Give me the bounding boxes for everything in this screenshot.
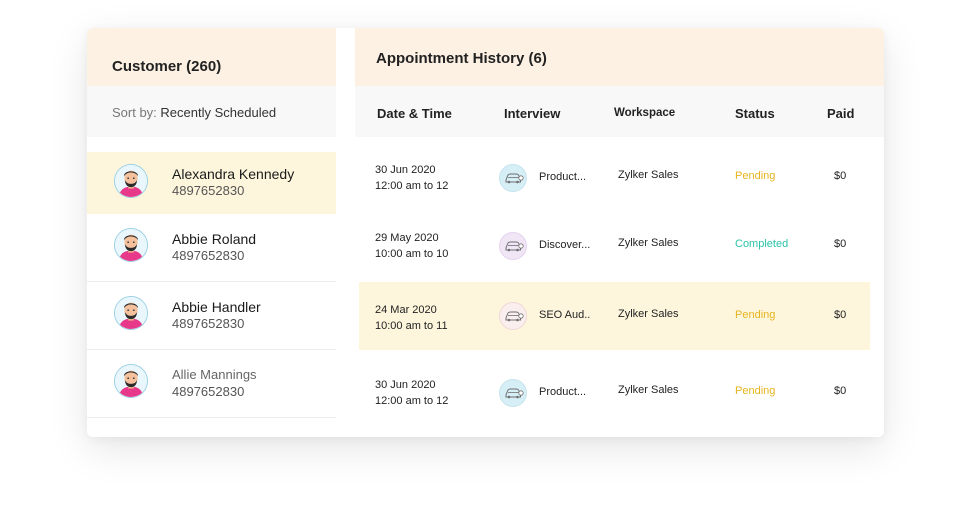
appointment-time: 12:00 am to 12 [375, 180, 449, 192]
customer-list-item[interactable]: Allie Mannings 4897652830 [87, 350, 336, 418]
car-service-icon [499, 379, 527, 407]
status-badge: Pending [735, 309, 776, 321]
column-header-interview: Interview [504, 106, 561, 121]
appointment-time: 10:00 am to 11 [375, 320, 448, 332]
workspace-name: Zylker Sales [618, 308, 679, 320]
column-header-status: Status [735, 106, 775, 121]
date-time-cell: 24 Mar 2020 10:00 am to 11 [375, 302, 448, 334]
appointment-history-title: Appointment History (6) [355, 28, 884, 86]
customer-phone: 4897652830 [172, 316, 245, 331]
customer-list-item[interactable]: Abbie Roland 4897652830 [87, 214, 336, 282]
customer-phone: 4897652830 [172, 248, 245, 263]
sort-value[interactable]: Recently Scheduled [160, 105, 277, 120]
car-service-icon [499, 164, 527, 192]
column-header-workspace: Workspace [614, 107, 676, 119]
appointment-date: 29 May 2020 [375, 232, 439, 244]
status-badge: Pending [735, 385, 776, 397]
interview-name: SEO Aud.. [539, 309, 591, 321]
paid-amount: $0 [834, 170, 847, 182]
table-row[interactable]: 29 May 2020 10:00 am to 10 Discover... Z… [355, 205, 884, 273]
person-avatar-icon [114, 296, 148, 330]
car-service-icon [499, 232, 527, 260]
date-time-cell: 29 May 2020 10:00 am to 10 [375, 230, 448, 262]
customer-panel-title: Customer (260) [87, 28, 336, 86]
paid-amount: $0 [834, 238, 847, 250]
date-time-cell: 30 Jun 2020 12:00 am to 12 [375, 162, 448, 194]
appointment-date: 30 Jun 2020 [375, 379, 436, 391]
table-header: Date & Time Interview Workspace Status P… [355, 86, 884, 137]
column-header-date-time: Date & Time [377, 106, 452, 121]
interview-name: Product... [539, 386, 587, 398]
table-row[interactable]: 30 Jun 2020 12:00 am to 12 Product... Zy… [355, 352, 884, 420]
person-avatar-icon [114, 228, 148, 262]
appointment-time: 12:00 am to 12 [375, 395, 449, 407]
sort-control[interactable]: Sort by: Recently Scheduled [87, 86, 336, 137]
table-row[interactable]: 30 Jun 2020 12:00 am to 12 Product... Zy… [355, 137, 884, 205]
workspace-name: Zylker Sales [618, 169, 679, 181]
customer-name: Alexandra Kennedy [172, 166, 295, 182]
customer-phone: 4897652830 [172, 183, 245, 198]
appointment-time: 10:00 am to 10 [375, 248, 449, 260]
customer-panel: Customer (260) Sort by: Recently Schedul… [87, 28, 336, 437]
appointment-date: 24 Mar 2020 [375, 304, 437, 316]
customer-list-item[interactable]: Abbie Handler 4897652830 [87, 282, 336, 350]
date-time-cell: 30 Jun 2020 12:00 am to 12 [375, 377, 448, 409]
appointment-history-panel: Appointment History (6) Date & Time Inte… [355, 28, 884, 437]
customer-phone: 4897652830 [172, 384, 245, 399]
status-badge: Completed [735, 238, 789, 250]
customer-name: Abbie Handler [172, 299, 261, 315]
workspace-name: Zylker Sales [618, 237, 679, 249]
customer-list: Alexandra Kennedy 4897652830 Abbie Rolan… [87, 152, 336, 418]
appointments-card: Customer (260) Sort by: Recently Schedul… [87, 28, 884, 437]
status-badge: Pending [735, 170, 776, 182]
paid-amount: $0 [834, 309, 847, 321]
customer-name: Allie Mannings [172, 367, 257, 382]
appointment-date: 30 Jun 2020 [375, 164, 436, 176]
car-service-icon [499, 302, 527, 330]
customer-list-item[interactable]: Alexandra Kennedy 4897652830 [87, 152, 336, 214]
sort-label: Sort by: [112, 105, 157, 120]
table-row[interactable]: 24 Mar 2020 10:00 am to 11 SEO Aud.. Zyl… [359, 282, 870, 350]
person-avatar-icon [114, 364, 148, 398]
person-avatar-icon [114, 164, 148, 198]
customer-name: Abbie Roland [172, 231, 257, 247]
interview-name: Product... [539, 171, 587, 183]
paid-amount: $0 [834, 385, 847, 397]
workspace-name: Zylker Sales [618, 384, 679, 396]
column-header-paid: Paid [827, 106, 855, 121]
interview-name: Discover... [539, 239, 591, 251]
